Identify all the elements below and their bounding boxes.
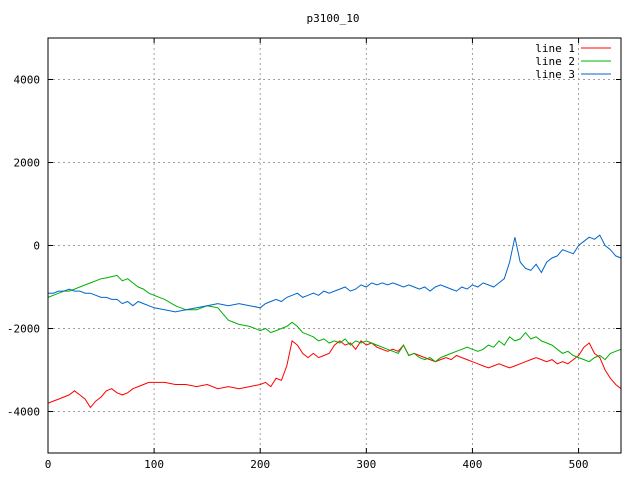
legend-label: line 3 (535, 68, 575, 81)
x-tick-label: 100 (144, 458, 164, 471)
x-tick-label: 300 (356, 458, 376, 471)
x-tick-label: 200 (250, 458, 270, 471)
plot-frame (47, 37, 622, 454)
grid (48, 38, 621, 453)
x-tick-label: 0 (45, 458, 52, 471)
y-tick-label: -4000 (7, 406, 40, 419)
chart-title: p3100_10 (307, 12, 360, 25)
y-tick-label: -2000 (7, 323, 40, 336)
series-line-1 (47, 340, 622, 409)
x-tick-label: 500 (569, 458, 589, 471)
legend-label: line 1 (535, 42, 575, 55)
y-tick-label: 4000 (14, 74, 41, 87)
y-tick-label: 0 (33, 240, 40, 253)
plot-series (47, 234, 622, 409)
y-tick-label: 2000 (14, 157, 41, 170)
series-line-2 (47, 274, 622, 363)
series-line-3 (48, 234, 622, 313)
legend-label: line 2 (535, 55, 575, 68)
axis-ticks: 0 100 200 300 400 500 -4000 -2000 0 2000 4000 (7, 38, 621, 471)
x-tick-label: 400 (463, 458, 483, 471)
